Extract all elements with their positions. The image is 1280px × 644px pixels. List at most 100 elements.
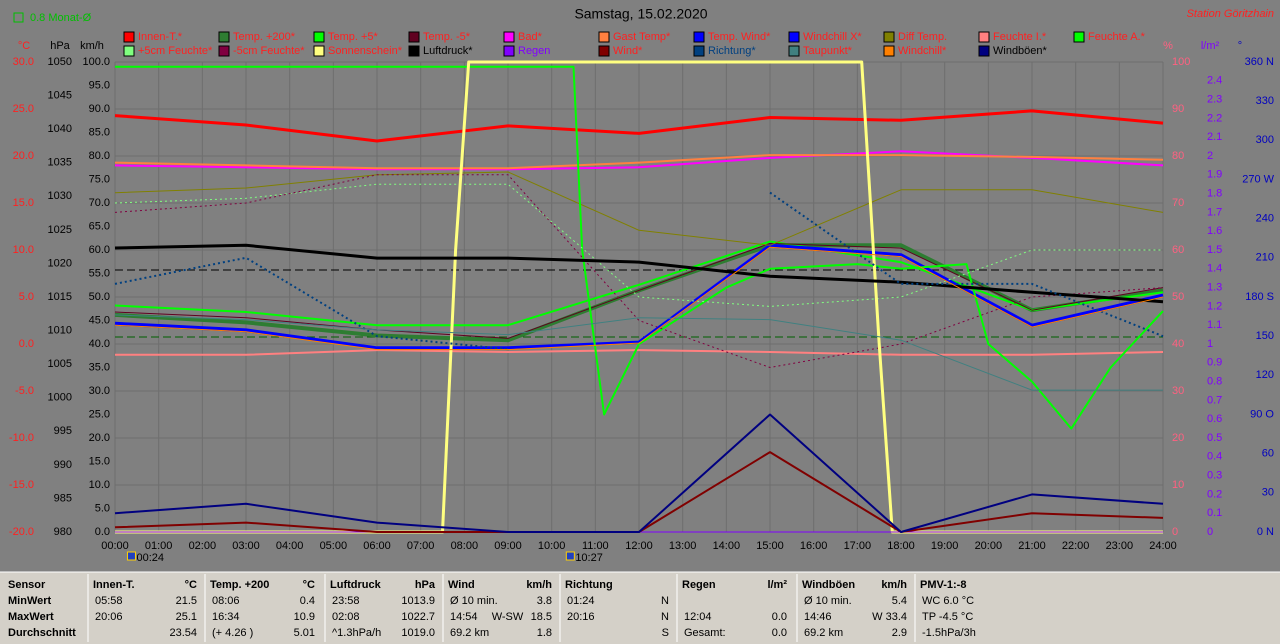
y-tick-label: 0.6 xyxy=(1207,413,1222,425)
y-tick-label: 80.0 xyxy=(89,150,110,162)
legend-label: Windchill* xyxy=(898,45,947,57)
x-tick-label: 20:00 xyxy=(975,540,1003,552)
period-label: 0.8 Monat-Ø xyxy=(30,12,92,24)
y-tick-label: 1.7 xyxy=(1207,206,1222,218)
stat-cell: 1019.0 xyxy=(401,627,435,639)
stat-cell: 23:58 xyxy=(332,595,360,607)
x-tick-label: 22:00 xyxy=(1062,540,1090,552)
series-line xyxy=(114,246,1164,351)
stat-cell: -1.5hPa/3h xyxy=(922,627,976,639)
y-tick-label: 1020 xyxy=(48,257,72,269)
y-tick-label: 20 xyxy=(1172,432,1184,444)
y-tick-label: 10.0 xyxy=(13,244,34,256)
y-tick-label: 360 N xyxy=(1245,56,1274,68)
stat-cell: WC 6.0 °C xyxy=(922,595,974,607)
legend-label: Taupunkt* xyxy=(803,45,853,57)
y-tick-label: -10.0 xyxy=(9,432,34,444)
legend-label: Feuchte A.* xyxy=(1088,31,1146,43)
stat-cell: Gesamt: xyxy=(684,627,726,639)
group-title: Richtung xyxy=(565,579,613,591)
stat-cell: 3.8 xyxy=(537,595,552,607)
axis-unit: hPa xyxy=(50,40,70,52)
group-unit: °C xyxy=(185,579,197,591)
chart-title: Samstag, 15.02.2020 xyxy=(574,6,707,22)
y-tick-label: 980 xyxy=(54,526,72,538)
x-tick-label: 06:00 xyxy=(363,540,391,552)
event-label: 00:24 xyxy=(136,552,164,564)
series-line xyxy=(114,109,1164,143)
y-tick-label: 990 xyxy=(54,459,72,471)
axis-unit: l/m² xyxy=(1201,40,1220,52)
stat-cell: 20:16 xyxy=(567,611,595,623)
event-icon xyxy=(565,551,575,561)
legend-swatch xyxy=(788,45,800,57)
stat-cell: Ø 10 min. xyxy=(804,595,852,607)
legend-swatch xyxy=(503,31,515,43)
y-tick-label: 1.9 xyxy=(1207,169,1222,181)
stat-cell: 10.9 xyxy=(294,611,315,623)
x-tick-label: 05:00 xyxy=(320,540,348,552)
y-tick-label: 20.0 xyxy=(89,432,110,444)
stat-cell: 08:06 xyxy=(212,595,240,607)
legend-swatch xyxy=(408,31,420,43)
stats-table: Sensor MinWert MaxWert Durchschnitt Innen-T.… xyxy=(8,574,976,642)
stat-cell: 18.5 xyxy=(531,611,552,623)
y-tick-label: 95.0 xyxy=(89,79,110,91)
group-title: Innen-T. xyxy=(93,579,135,591)
y-tick-label: 1.4 xyxy=(1207,263,1222,275)
y-tick-label: 65.0 xyxy=(89,220,110,232)
group-title: Wind xyxy=(448,579,475,591)
y-tick-label: 100.0 xyxy=(82,56,110,68)
legend-label: Windböen* xyxy=(993,45,1048,57)
y-tick-label: 25.0 xyxy=(89,408,110,420)
group-unit: hPa xyxy=(415,579,436,591)
stat-cell: 2.9 xyxy=(892,627,907,639)
y-tick-label: 330 xyxy=(1256,95,1274,107)
stat-cell: 01:24 xyxy=(567,595,595,607)
y-tick-label: 30 xyxy=(1172,385,1184,397)
axis-unit: km/h xyxy=(80,40,104,52)
stats-bg xyxy=(0,572,1280,644)
x-tick-label: 00:00 xyxy=(101,540,129,552)
y-tick-label: -15.0 xyxy=(9,479,34,491)
legend-label: Feuchte I.* xyxy=(993,31,1047,43)
y-tick-label: 25.0 xyxy=(13,103,34,115)
stat-cell: 21.5 xyxy=(176,595,197,607)
y-tick-label: 35.0 xyxy=(89,361,110,373)
y-tick-label: 1015 xyxy=(48,291,72,303)
stat-cell: 05:58 xyxy=(95,595,123,607)
y-tick-label: 1035 xyxy=(48,157,72,169)
legend-label: Sonnenschein* xyxy=(328,45,403,57)
stat-cell: 5.4 xyxy=(892,595,907,607)
row-header: MaxWert xyxy=(8,611,54,623)
y-tick-label: 300 xyxy=(1256,134,1274,146)
y-tick-label: 1040 xyxy=(48,123,72,135)
legend-swatch xyxy=(598,45,610,57)
y-tick-label: 0.7 xyxy=(1207,394,1222,406)
legend-swatch xyxy=(313,45,325,57)
y-tick-label: 0.0 xyxy=(95,526,110,538)
y-tick-label: 1010 xyxy=(48,324,72,336)
legend-swatch xyxy=(693,31,705,43)
x-tick-label: 18:00 xyxy=(887,540,915,552)
x-tick-label: 10:00 xyxy=(538,540,566,552)
y-tick-label: 0.3 xyxy=(1207,470,1222,482)
station-name: Station Göritzhain xyxy=(1187,8,1274,20)
y-tick-label: 1.8 xyxy=(1207,188,1222,200)
stat-cell: 1013.9 xyxy=(401,595,435,607)
y-tick-label: 2.1 xyxy=(1207,131,1222,143)
legend-label: Temp. +5* xyxy=(328,31,379,43)
y-tick-label: 2.4 xyxy=(1207,75,1222,87)
legend-swatch xyxy=(123,45,135,57)
y-tick-label: 0 xyxy=(1207,526,1213,538)
y-tick-label: 1.5 xyxy=(1207,244,1222,256)
stat-cell: S xyxy=(662,627,669,639)
y-tick-label: 45.0 xyxy=(89,314,110,326)
legend-label: Bad* xyxy=(518,31,543,43)
stat-cell: 5.01 xyxy=(294,627,315,639)
y-tick-label: 50 xyxy=(1172,291,1184,303)
y-tick-label: 85.0 xyxy=(89,126,110,138)
legend-label: Temp. -5* xyxy=(423,31,471,43)
y-tick-label: 75.0 xyxy=(89,173,110,185)
